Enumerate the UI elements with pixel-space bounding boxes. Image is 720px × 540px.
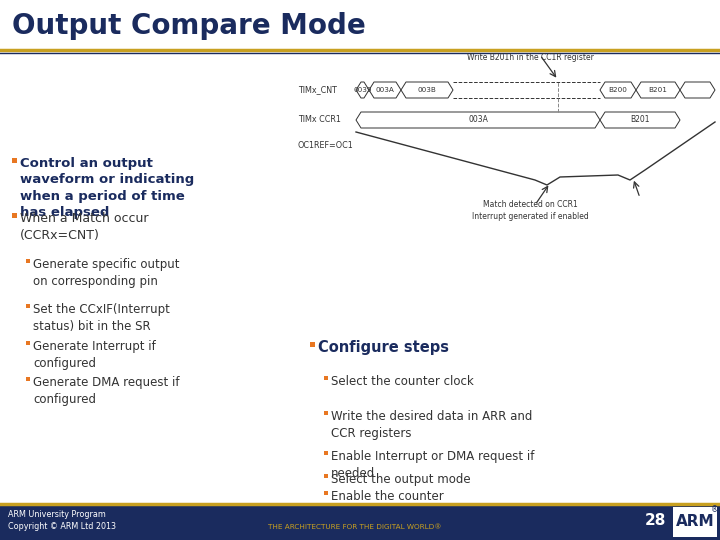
Text: 0039: 0039: [354, 87, 372, 93]
Text: 003B: 003B: [418, 87, 436, 93]
Bar: [26, 305, 30, 308]
Polygon shape: [680, 82, 715, 98]
Text: Match detected on CCR1
Interrupt generated if enabled: Match detected on CCR1 Interrupt generat…: [472, 200, 588, 221]
Bar: [12, 158, 17, 163]
Bar: [12, 213, 17, 218]
Text: ARM University Program
Copyright © ARM Ltd 2013: ARM University Program Copyright © ARM L…: [8, 510, 116, 531]
Bar: [0, 504, 720, 540]
Text: THE ARCHITECTURE FOR THE DIGITAL WORLD®: THE ARCHITECTURE FOR THE DIGITAL WORLD®: [269, 524, 442, 530]
Bar: [673, 507, 717, 537]
Text: Enable Interrupt or DMA request if
needed: Enable Interrupt or DMA request if neede…: [331, 450, 534, 480]
Text: Generate specific output
on corresponding pin: Generate specific output on correspondin…: [33, 258, 179, 288]
Text: Generate Interrupt if
configured: Generate Interrupt if configured: [33, 340, 156, 369]
Text: ®: ®: [711, 505, 719, 515]
Text: Select the counter clock: Select the counter clock: [331, 375, 474, 388]
Text: 003A: 003A: [468, 116, 488, 125]
Bar: [324, 411, 328, 415]
Text: B200: B200: [608, 87, 627, 93]
Text: Output Compare Mode: Output Compare Mode: [12, 12, 366, 40]
Polygon shape: [356, 82, 369, 98]
Text: Write the desired data in ARR and
CCR registers: Write the desired data in ARR and CCR re…: [331, 410, 532, 440]
Bar: [26, 377, 30, 381]
Text: When a Match occur
(CCRx=CNT): When a Match occur (CCRx=CNT): [20, 212, 148, 242]
Bar: [26, 259, 30, 264]
Text: Select the output mode: Select the output mode: [331, 473, 471, 486]
Text: OC1REF=OC1: OC1REF=OC1: [298, 140, 354, 150]
Text: Set the CCxIF(Interrupt
status) bit in the SR: Set the CCxIF(Interrupt status) bit in t…: [33, 303, 170, 333]
Text: Configure steps: Configure steps: [318, 340, 449, 355]
Polygon shape: [600, 82, 636, 98]
Text: B201: B201: [649, 87, 667, 93]
Bar: [324, 376, 328, 381]
Polygon shape: [636, 82, 680, 98]
Text: B201: B201: [630, 116, 649, 125]
Polygon shape: [356, 112, 600, 128]
Polygon shape: [401, 82, 453, 98]
Bar: [324, 491, 328, 496]
Polygon shape: [369, 82, 401, 98]
Text: ARM: ARM: [675, 515, 714, 530]
Text: TIMx CCR1: TIMx CCR1: [298, 116, 341, 125]
Text: Enable the counter: Enable the counter: [331, 490, 444, 503]
Text: Control an output
waveform or indicating
when a period of time
has elapsed: Control an output waveform or indicating…: [20, 157, 194, 219]
Text: TIMx_CNT: TIMx_CNT: [298, 85, 337, 94]
Bar: [310, 342, 315, 347]
Bar: [324, 475, 328, 478]
Text: 28: 28: [644, 512, 666, 528]
Text: Generate DMA request if
configured: Generate DMA request if configured: [33, 376, 179, 406]
Bar: [26, 341, 30, 346]
Bar: [324, 451, 328, 455]
Text: Write B201h in the CC1R register: Write B201h in the CC1R register: [467, 53, 593, 62]
Text: 003A: 003A: [376, 87, 395, 93]
Polygon shape: [600, 112, 680, 128]
